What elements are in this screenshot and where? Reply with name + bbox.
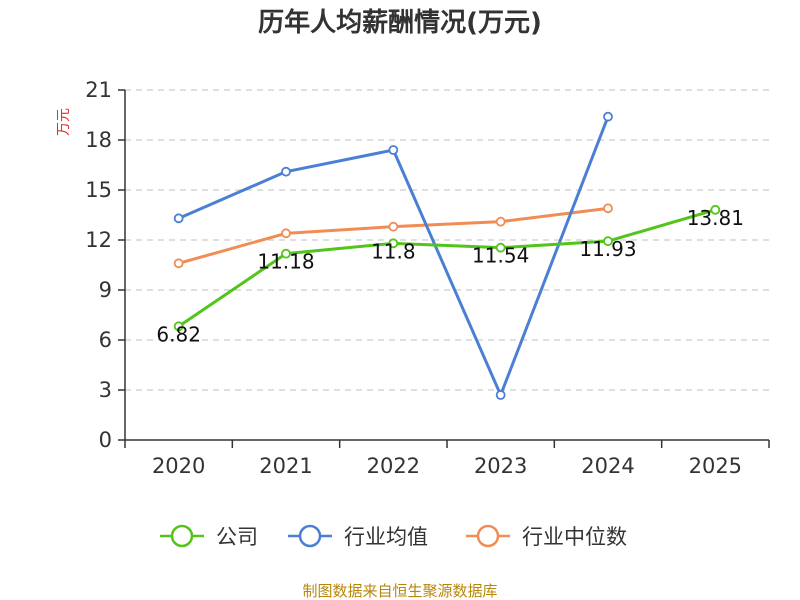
chart-title: 历年人均薪酬情况(万元) [258,7,542,38]
data-point [495,242,506,253]
x-tick-label: 2023 [474,454,527,478]
data-point [710,204,721,215]
data-label: 13.81 [687,206,744,230]
legend-marker [170,524,194,548]
data-point [388,145,399,155]
data-point [603,111,613,122]
legend-marker [476,524,500,548]
data-point [281,248,291,259]
legend[interactable]: 公司 行业均值 行业中位数 [160,524,627,549]
chart-footer: 制图数据来自恒生聚源数据库 [302,582,497,600]
y-tick-label: 12 [85,228,112,252]
x-tick-label: 2020 [152,454,205,478]
y-tick-label: 21 [85,78,112,102]
axes: 0 3 6 9 12 15 18 21 2020 2021 2022 2023 2024 2025 [85,78,770,478]
data-label: 11.8 [371,239,416,263]
data-point [173,321,184,332]
x-tick-label: 2022 [367,454,420,478]
data-label: 11.93 [579,237,636,261]
y-tick-label: 15 [85,178,112,202]
data-labels: 6.82 11.18 11.8 11.54 11.93 13.81 [156,206,744,347]
legend-label: 行业均值 [344,525,428,549]
data-point [603,236,613,247]
y-tick-label: 0 [99,428,112,452]
data-point [603,203,613,214]
y-tick-label: 18 [85,128,112,152]
data-point [495,216,506,227]
legend-item-2[interactable]: 行业中位数 [466,524,627,549]
data-point [281,166,291,177]
data-point [388,221,399,232]
data-label: 11.18 [257,250,314,274]
data-label: 6.82 [156,322,201,346]
data-point [281,228,291,239]
data-point [495,390,506,400]
legend-label: 行业中位数 [522,525,627,549]
data-point [173,258,184,269]
data-point [173,213,184,224]
legend-item-1[interactable]: 行业均值 [288,524,428,549]
series-0 [173,204,721,332]
legend-label: 公司 [216,525,258,549]
y-tick-label: 6 [99,328,112,352]
series [173,111,721,400]
data-point [388,238,399,249]
legend-item-0[interactable]: 公司 [160,524,258,549]
data-label: 11.54 [472,244,529,268]
y-tick-label: 3 [99,378,112,402]
x-tick-label: 2024 [581,454,634,478]
legend-marker [298,524,322,548]
x-tick-label: 2021 [259,454,312,478]
series-line [177,208,716,328]
grid [125,89,769,391]
series-2 [173,203,613,269]
series-1 [173,111,613,400]
x-tick-label: 2025 [689,454,742,478]
y-axis-label: 万元 [56,108,72,136]
y-tick-label: 9 [99,278,112,302]
